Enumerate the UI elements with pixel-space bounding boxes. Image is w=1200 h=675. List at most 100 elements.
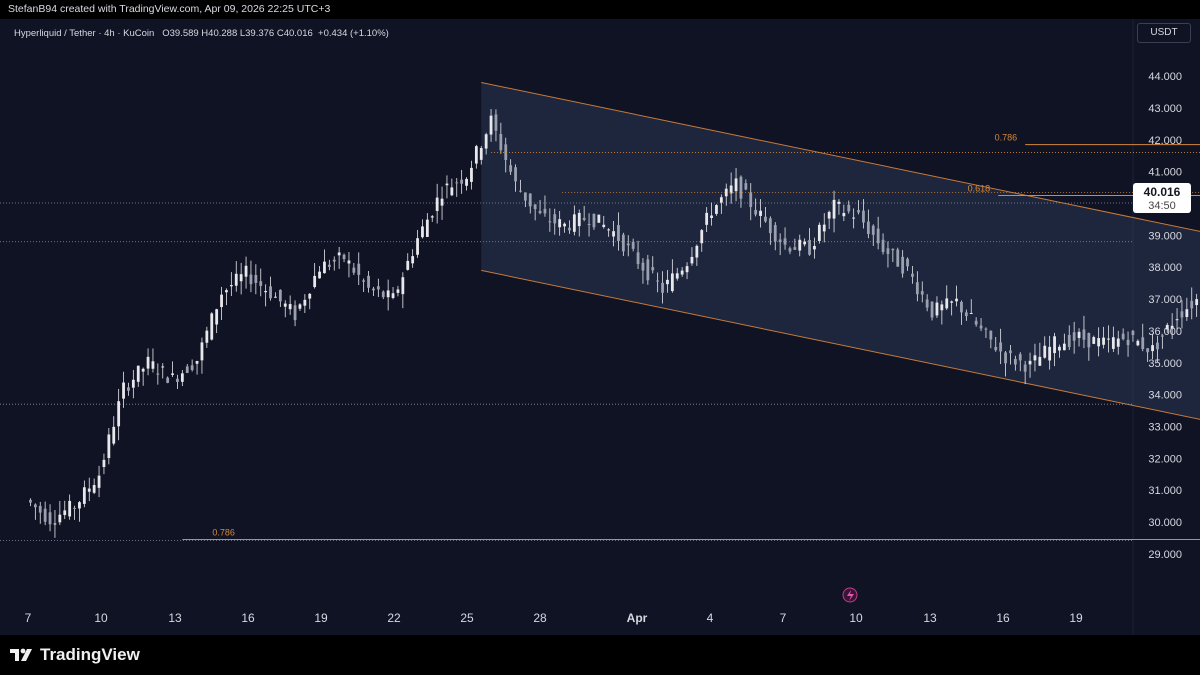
candle-body [180, 373, 184, 382]
candle-body [288, 304, 292, 310]
candle-body [352, 267, 356, 273]
candle-body [568, 227, 571, 231]
candle-body [680, 270, 684, 275]
candle-body [131, 379, 135, 388]
candle-body [1043, 345, 1047, 358]
candle-body [357, 263, 361, 275]
y-tick-label: 35.000 [1148, 358, 1182, 370]
event-marker-bolt-icon [847, 590, 854, 601]
last-price-value: 40.016 [1143, 185, 1181, 199]
candle-body [278, 289, 282, 302]
candle-body [430, 216, 434, 218]
candle-body [592, 213, 596, 228]
candle-body [1195, 299, 1199, 306]
candle-body [808, 239, 811, 255]
candle-body [1175, 319, 1179, 321]
candle-body [862, 210, 865, 223]
candle-body [1028, 360, 1032, 365]
y-tick-label: 37.000 [1148, 294, 1182, 306]
candle-body [200, 342, 204, 361]
x-tick-label: 13 [168, 611, 182, 625]
candle-body [832, 199, 836, 219]
candle-body [313, 275, 317, 288]
candle-body [58, 514, 62, 523]
candle-body [710, 215, 713, 218]
bar-countdown: 34:50 [1148, 200, 1176, 212]
candle-body [955, 298, 958, 302]
x-tick-label: 10 [94, 611, 108, 625]
candle-body [386, 290, 390, 298]
y-tick-label: 38.000 [1148, 262, 1182, 274]
candle-body [92, 485, 96, 493]
candle-body [489, 115, 493, 135]
candle-body [964, 312, 968, 317]
channel-upper-line [481, 81, 1200, 232]
candle-body [945, 298, 949, 309]
candle-body [994, 346, 998, 351]
x-tick-label: 16 [241, 611, 255, 625]
candle-body [749, 192, 753, 208]
candle-body [264, 290, 268, 293]
x-tick-label: 7 [25, 611, 32, 625]
candle-body [274, 296, 277, 298]
candle-body [528, 193, 532, 207]
candle-body [425, 219, 429, 237]
fib-label-4: 0.786 [212, 528, 235, 538]
y-tick-label: 30.000 [1148, 517, 1182, 529]
candle-body [504, 144, 508, 161]
candle-body [156, 373, 160, 375]
candle-body [445, 183, 449, 186]
candle-body [1116, 338, 1120, 347]
candle-body [220, 294, 223, 308]
candle-body [337, 252, 341, 256]
candle-body [514, 167, 517, 182]
x-tick-label: 19 [314, 611, 328, 625]
candle-body [107, 434, 111, 459]
price-chart[interactable]: 0.7860.6180.6580.6180.78644.00043.00042.… [0, 19, 1200, 635]
candle-body [876, 228, 880, 244]
channel-lower-line [481, 269, 1200, 420]
candle-body [225, 290, 228, 293]
candle-body [421, 226, 424, 238]
candle-body [935, 302, 939, 316]
candle-body [1097, 338, 1101, 347]
candle-body [470, 167, 473, 182]
candle-body [1121, 333, 1125, 340]
y-tick-label: 29.000 [1148, 549, 1182, 561]
candle-body [778, 239, 782, 243]
candle-body [543, 208, 547, 214]
candle-body [122, 382, 125, 399]
candle-body [460, 179, 464, 184]
credit-text: StefanB94 created with TradingView.com, … [8, 3, 331, 15]
candle-body [215, 309, 219, 325]
tradingview-logo[interactable]: TradingView [10, 645, 140, 665]
candle-body [1180, 311, 1184, 318]
candle-body [1102, 337, 1105, 345]
currency-selector[interactable]: USDT [1137, 23, 1191, 43]
x-tick-label: Apr [627, 611, 648, 625]
candle-body [1141, 337, 1145, 350]
y-tick-label: 44.000 [1148, 71, 1182, 83]
candle-body [607, 229, 611, 231]
candle-body [715, 205, 718, 214]
candle-body [440, 198, 444, 206]
candle-body [1136, 340, 1140, 346]
candle-body [1062, 343, 1066, 351]
tradingview-brand: TradingView [40, 645, 140, 664]
candle-body [1126, 339, 1130, 346]
candle-body [239, 274, 243, 282]
candle-body [82, 487, 86, 504]
candle-body [837, 201, 841, 204]
candle-body [1033, 355, 1037, 361]
x-tick-label: 10 [849, 611, 863, 625]
candle-body [901, 256, 905, 274]
candle-body [754, 209, 758, 215]
candle-body [577, 212, 581, 227]
candle-body [195, 360, 199, 364]
candle-body [367, 275, 370, 288]
x-tick-label: 16 [996, 611, 1010, 625]
candle-body [474, 146, 478, 164]
candle-body [974, 320, 978, 325]
candle-body [759, 210, 762, 216]
candle-body [1092, 337, 1096, 344]
